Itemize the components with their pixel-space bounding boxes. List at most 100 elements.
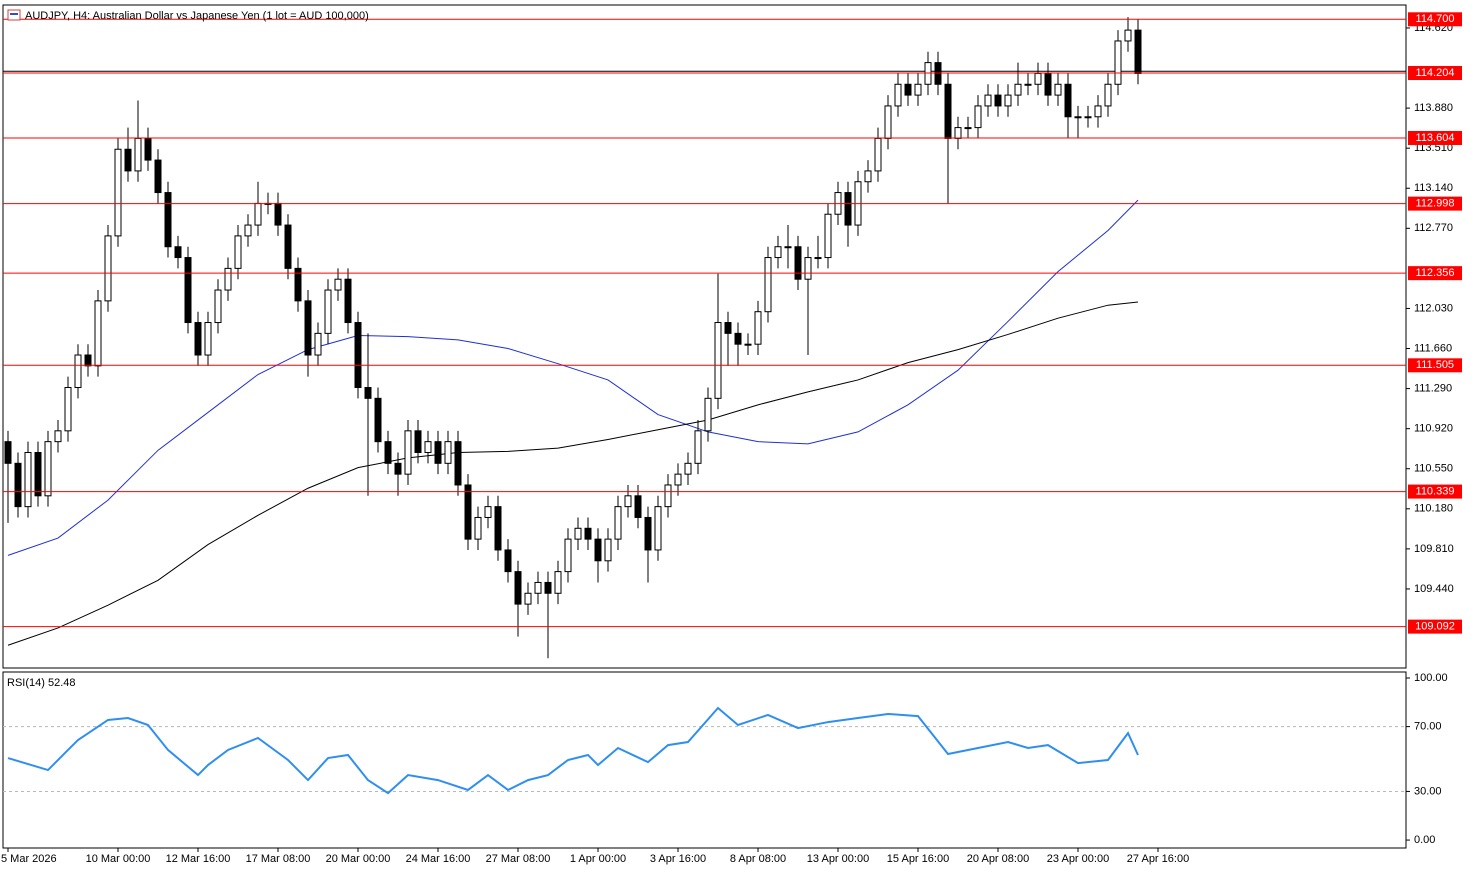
candle-body [1024, 83, 1032, 86]
y-tick-label: 70.00 [1414, 721, 1442, 733]
rsi-panel [2, 671, 1407, 849]
candle-body [974, 105, 982, 129]
candle-body [24, 451, 32, 508]
candle-body [144, 137, 152, 161]
candle-body [254, 202, 262, 226]
y-tick-label: 110.550 [1414, 463, 1453, 475]
candle-body [1014, 83, 1022, 96]
candle-body [1114, 40, 1122, 85]
candle-body [64, 387, 72, 432]
chart-title: AUDJPY, H4: Australian Dollar vs Japanes… [25, 10, 369, 22]
candle-body [894, 83, 902, 107]
level-label-box [1408, 266, 1462, 281]
candle-body [404, 430, 412, 475]
candle-body [574, 527, 582, 540]
y-tick-label: 109.440 [1414, 583, 1454, 595]
level-label-box [1408, 358, 1462, 373]
candle-body [714, 322, 722, 399]
rsi-title: RSI(14) 52.48 [7, 677, 75, 689]
candle-body [104, 235, 112, 302]
x-tick-label: 3 Apr 16:00 [650, 853, 706, 865]
x-tick-label: 12 Mar 16:00 [166, 853, 231, 865]
candle-body [124, 148, 132, 172]
candle-body [334, 278, 342, 291]
candle-body [1054, 83, 1062, 96]
x-tick-label: 17 Mar 08:00 [246, 853, 311, 865]
y-tick-label: 100.00 [1414, 672, 1448, 684]
candle-body [444, 441, 452, 464]
moving-average [7, 301, 1139, 646]
candle-body [474, 516, 482, 540]
candle-body [914, 83, 922, 96]
candle-body [874, 137, 882, 172]
candle-body [374, 397, 382, 443]
candle-body [884, 105, 892, 139]
x-tick-label: 8 Apr 08:00 [730, 853, 786, 865]
moving-average [7, 199, 1139, 556]
level-label: 112.998 [1416, 198, 1455, 210]
candle-body [154, 159, 162, 194]
level-label: 109.092 [1415, 621, 1455, 633]
candle-body [1134, 29, 1142, 74]
candle-body [184, 257, 192, 324]
candle-body [94, 300, 102, 367]
candle-body [394, 462, 402, 475]
candle-body [754, 311, 762, 345]
candle-body [234, 235, 242, 269]
candle-body [784, 246, 792, 249]
candle-body [904, 83, 912, 96]
candle-body [294, 267, 302, 302]
candle-body [654, 506, 662, 551]
symbol-icon-bar [10, 13, 18, 15]
x-tick-label: 13 Apr 00:00 [807, 853, 869, 865]
level-label: 110.339 [1416, 485, 1455, 497]
candle-body [584, 527, 592, 540]
x-tick-label: 24 Mar 16:00 [406, 853, 471, 865]
candle-body [1064, 83, 1072, 118]
candle-body [114, 148, 122, 237]
candle-body [274, 202, 282, 226]
candle-body [134, 137, 142, 172]
candle-body [164, 192, 172, 248]
candle-body [304, 300, 312, 356]
level-label: 111.505 [1416, 359, 1454, 371]
candle-body [724, 322, 732, 334]
y-tick-label: 111.290 [1414, 382, 1452, 394]
plot-layer: 114.620113.880113.510113.140112.770112.0… [1, 12, 1462, 865]
candle-body [1074, 116, 1082, 119]
level-label-box [1408, 12, 1462, 27]
level-label: 112.356 [1416, 267, 1455, 279]
candle-body [494, 506, 502, 551]
candle-body [1084, 116, 1092, 119]
candle-body [54, 430, 62, 443]
candle-body [324, 289, 332, 334]
x-tick-label: 23 Apr 00:00 [1047, 853, 1109, 865]
y-tick-label: 112.030 [1414, 302, 1453, 314]
candle-body [464, 484, 472, 540]
candle-body [644, 516, 652, 551]
candle-body [1044, 72, 1052, 96]
candle-body [954, 127, 962, 139]
candle-body [204, 322, 212, 356]
level-label-box [1408, 619, 1462, 634]
candle-body [734, 332, 742, 345]
candle-body [704, 397, 712, 432]
candle-body [224, 267, 232, 291]
candle-body [634, 495, 642, 518]
candle-body [284, 224, 292, 269]
candle-body [314, 332, 322, 356]
price-panel [2, 4, 1407, 669]
x-tick-label: 10 Mar 00:00 [86, 853, 151, 865]
candle-body [74, 354, 82, 389]
candle-body [1094, 105, 1102, 118]
candle-body [844, 192, 852, 226]
candle-body [794, 246, 802, 280]
candle-body [344, 278, 352, 324]
candle-body [1004, 94, 1012, 107]
level-label: 113.604 [1416, 132, 1455, 144]
y-tick-label: 111.660 [1414, 342, 1452, 354]
y-tick-label: 0.00 [1414, 834, 1435, 846]
candle-body [4, 441, 12, 464]
candle-body [14, 462, 22, 508]
candle-body [544, 581, 552, 594]
